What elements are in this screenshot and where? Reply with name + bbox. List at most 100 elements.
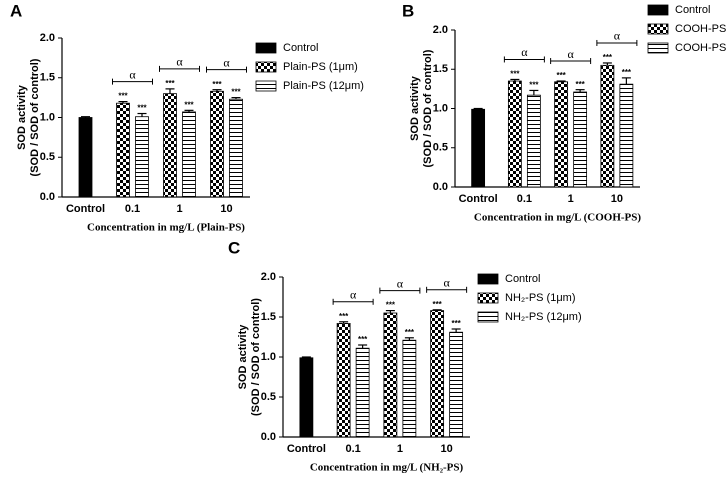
y-tick-label: 0.5	[433, 142, 448, 154]
x-tick-label: 0.1	[345, 443, 360, 455]
bar	[430, 310, 445, 438]
bar	[229, 98, 243, 198]
legend-label: NH₂-PS (12μm)	[505, 311, 582, 323]
legend-swatch	[255, 61, 277, 73]
error-bar	[118, 100, 128, 104]
y-tick-label: 0.0	[261, 431, 276, 443]
y-axis-label: (SOD / SOD of control)	[250, 298, 262, 416]
bracket-label: α	[567, 47, 574, 61]
significance: ***	[212, 80, 222, 89]
y-tick-label: 2.0	[40, 32, 55, 44]
error-bar	[451, 328, 461, 333]
error-bar	[510, 78, 520, 82]
legend-swatch	[647, 23, 669, 35]
significance: ***	[137, 104, 147, 113]
error-bar	[81, 116, 90, 118]
y-tick-label: 1.5	[40, 72, 55, 84]
significance: ***	[575, 80, 585, 89]
significance: ***	[603, 53, 613, 62]
legend-swatch	[647, 42, 669, 54]
y-tick-label: 1.0	[261, 351, 276, 363]
error-bar	[137, 112, 147, 117]
x-tick-label: Control	[459, 193, 498, 205]
x-tick-label: Control	[66, 203, 105, 215]
y-tick-label: 1.5	[433, 63, 448, 75]
significance: ***	[118, 92, 128, 101]
legend-label: Plain-PS (12μm)	[283, 80, 364, 92]
y-tick-label: 0.5	[40, 151, 55, 163]
error-bar	[473, 107, 483, 110]
bar	[116, 102, 130, 198]
x-tick-label: 1	[176, 203, 182, 215]
bracket-label: α	[129, 67, 136, 81]
bar	[554, 81, 569, 188]
panel-label: A	[10, 1, 22, 20]
bar	[163, 93, 177, 198]
bar	[336, 322, 351, 438]
significance: ***	[529, 81, 539, 90]
y-tick-label: 0.5	[261, 391, 276, 403]
legend-swatch	[647, 4, 669, 16]
error-bar	[432, 309, 442, 311]
y-axis-label: (SOD / SOD of control)	[422, 49, 434, 167]
legend-label: COOH-PS (1μm)	[675, 23, 727, 35]
error-bar	[358, 344, 368, 349]
significance: ***	[386, 301, 396, 310]
error-bar	[165, 88, 175, 94]
bracket-label: α	[443, 276, 450, 290]
panel-label: B	[402, 1, 414, 20]
legend-label: NH₂-PS (1μm)	[505, 292, 576, 304]
error-bar	[385, 310, 395, 313]
significance: ***	[510, 70, 520, 79]
x-tick-label: 0.1	[517, 193, 532, 205]
significance: ***	[339, 312, 349, 321]
x-tick-label: 10	[611, 193, 623, 205]
bar	[402, 339, 417, 438]
bracket-label: α	[521, 45, 528, 59]
significance: ***	[556, 71, 566, 80]
error-bar	[621, 77, 631, 85]
bracket-label: α	[350, 288, 357, 302]
error-bar	[212, 89, 222, 92]
bar	[78, 117, 93, 198]
error-bar	[184, 109, 194, 112]
y-tick-label: 2.0	[261, 271, 276, 283]
bracket-label: α	[223, 55, 230, 69]
bar	[526, 94, 541, 188]
bar	[507, 80, 522, 188]
x-axis-label: Concentration in mg/L (Plain-PS)	[87, 222, 245, 234]
y-tick-label: 0.0	[433, 181, 448, 193]
significance: ***	[405, 328, 415, 337]
y-tick-label: 1.5	[261, 311, 276, 323]
x-axis-label: Concentration in mg/L (NH₂-PS)	[310, 462, 464, 474]
y-axis-label: SOD activity	[16, 84, 28, 150]
legend-swatch	[255, 42, 277, 54]
error-bar	[339, 321, 349, 324]
y-axis-label: SOD activity	[237, 324, 249, 390]
bar	[135, 116, 149, 198]
significance: ***	[231, 88, 241, 97]
legend-label: Control	[283, 42, 318, 54]
error-bar	[404, 337, 414, 341]
significance: ***	[432, 300, 442, 309]
legend-label: Control	[675, 4, 710, 16]
y-axis-label: SOD activity	[409, 75, 421, 141]
significance: ***	[622, 68, 632, 77]
y-tick-label: 1.0	[433, 102, 448, 114]
x-tick-label: 0.1	[125, 203, 140, 215]
y-tick-label: 0.0	[40, 191, 55, 203]
bracket-label: α	[614, 29, 621, 43]
bar	[210, 90, 224, 198]
legend-swatch	[477, 292, 499, 304]
legend-label: Control	[505, 273, 540, 285]
legend-swatch	[477, 311, 499, 323]
error-bar	[529, 89, 539, 96]
bar	[355, 347, 370, 438]
x-tick-label: 1	[568, 193, 574, 205]
significance: ***	[451, 319, 461, 328]
bar	[573, 91, 588, 188]
bracket-label: α	[176, 55, 183, 69]
y-tick-label: 2.0	[433, 24, 448, 36]
significance: ***	[165, 79, 175, 88]
